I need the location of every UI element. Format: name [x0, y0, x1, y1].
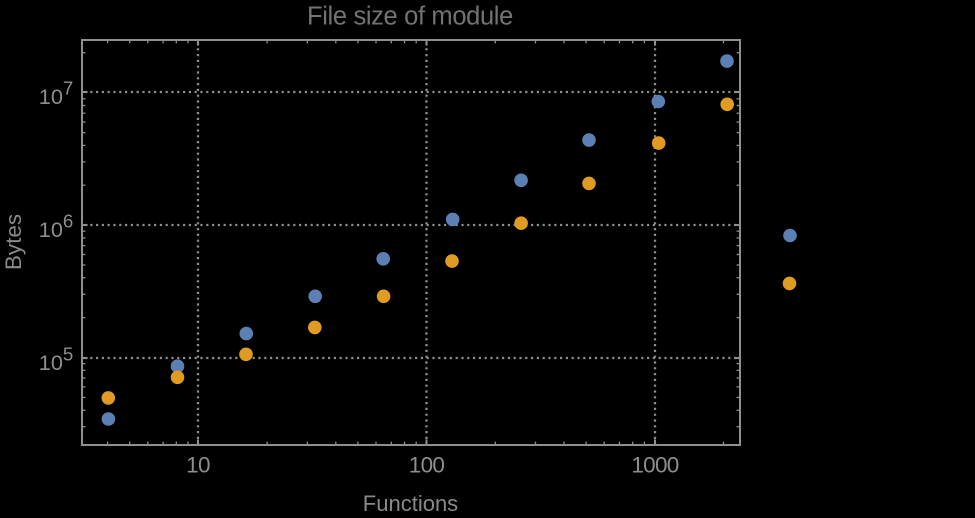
svg-text:Bytes: Bytes — [1, 214, 26, 270]
svg-text:100: 100 — [409, 452, 445, 477]
svg-text:10: 10 — [186, 452, 210, 477]
svg-text:Functions: Functions — [363, 491, 458, 513]
svg-text:File size of module: File size of module — [307, 3, 513, 31]
svg-text:1000: 1000 — [631, 452, 678, 477]
